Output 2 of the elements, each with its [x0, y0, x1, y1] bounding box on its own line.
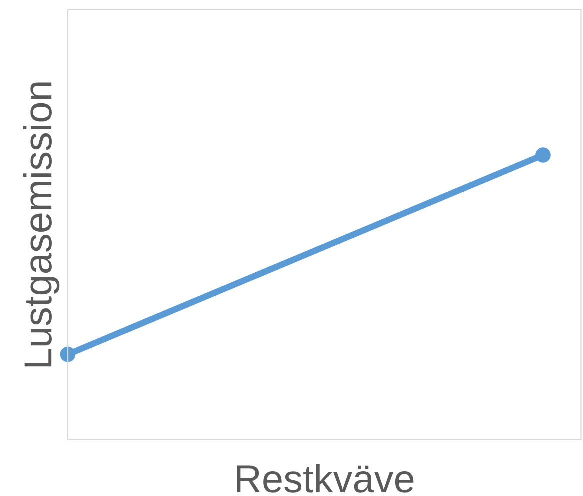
y-axis-title: Lustgasemission [23, 82, 60, 367]
x-axis-title: Restkväve [237, 464, 414, 493]
